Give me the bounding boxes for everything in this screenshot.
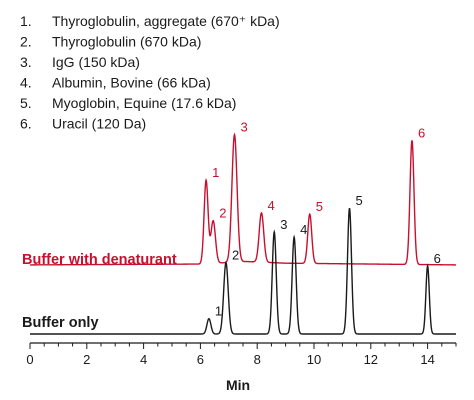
trace-labels: Buffer with denaturant Buffer only xyxy=(22,252,177,331)
legend-number: 4. xyxy=(20,75,32,91)
peak-legend: 1. Thyroglobulin, aggregate (670⁺ kDa) 2. T… xyxy=(20,13,280,132)
peak-label: 6 xyxy=(434,251,441,266)
x-tick-label: 10 xyxy=(307,352,321,367)
series-line xyxy=(30,208,456,335)
peak-label: 6 xyxy=(418,125,425,140)
x-tick-label: 4 xyxy=(140,352,147,367)
legend-number: 3. xyxy=(20,54,32,70)
peak-label: 3 xyxy=(280,217,287,232)
legend-entry: IgG (150 kDa) xyxy=(52,54,140,70)
legend-entry: Thyroglobulin, aggregate (670⁺ kDa) xyxy=(52,13,280,29)
legend-number: 2. xyxy=(20,34,32,50)
legend-number: 1. xyxy=(20,13,32,29)
peak-label: 2 xyxy=(219,206,226,221)
peak-label: 3 xyxy=(241,120,248,135)
legend-entry: Albumin, Bovine (66 kDa) xyxy=(52,75,211,91)
peak-label: 4 xyxy=(300,222,307,237)
x-axis: 0 2 4 6 8 10 12 14 Min xyxy=(26,342,457,393)
chromatogram-traces xyxy=(30,132,456,335)
peak-label: 4 xyxy=(268,198,275,213)
legend-entry: Thyroglobulin (670 kDa) xyxy=(52,34,201,50)
legend-number: 6. xyxy=(20,116,32,132)
x-tick-label: 2 xyxy=(83,352,90,367)
x-tick-label: 6 xyxy=(197,352,204,367)
peak-label: 1 xyxy=(215,304,222,319)
x-tick-label: 0 xyxy=(26,352,33,367)
peak-label: 5 xyxy=(356,193,363,208)
legend-number: 5. xyxy=(20,95,32,111)
peak-label: 2 xyxy=(232,248,239,263)
series-line xyxy=(30,132,456,266)
peak-label: 1 xyxy=(212,165,219,180)
legend-entry: Uracil (120 Da) xyxy=(52,116,146,132)
x-tick-label: 14 xyxy=(420,352,434,367)
series-name-label: Buffer only xyxy=(22,315,99,331)
x-tick-label: 8 xyxy=(254,352,261,367)
series-name-label: Buffer with denaturant xyxy=(22,252,177,268)
x-tick-label: 12 xyxy=(364,352,378,367)
legend-entry: Myoglobin, Equine (17.6 kDa) xyxy=(52,95,236,111)
x-axis-title: Min xyxy=(226,377,250,393)
peak-label: 5 xyxy=(316,199,323,214)
